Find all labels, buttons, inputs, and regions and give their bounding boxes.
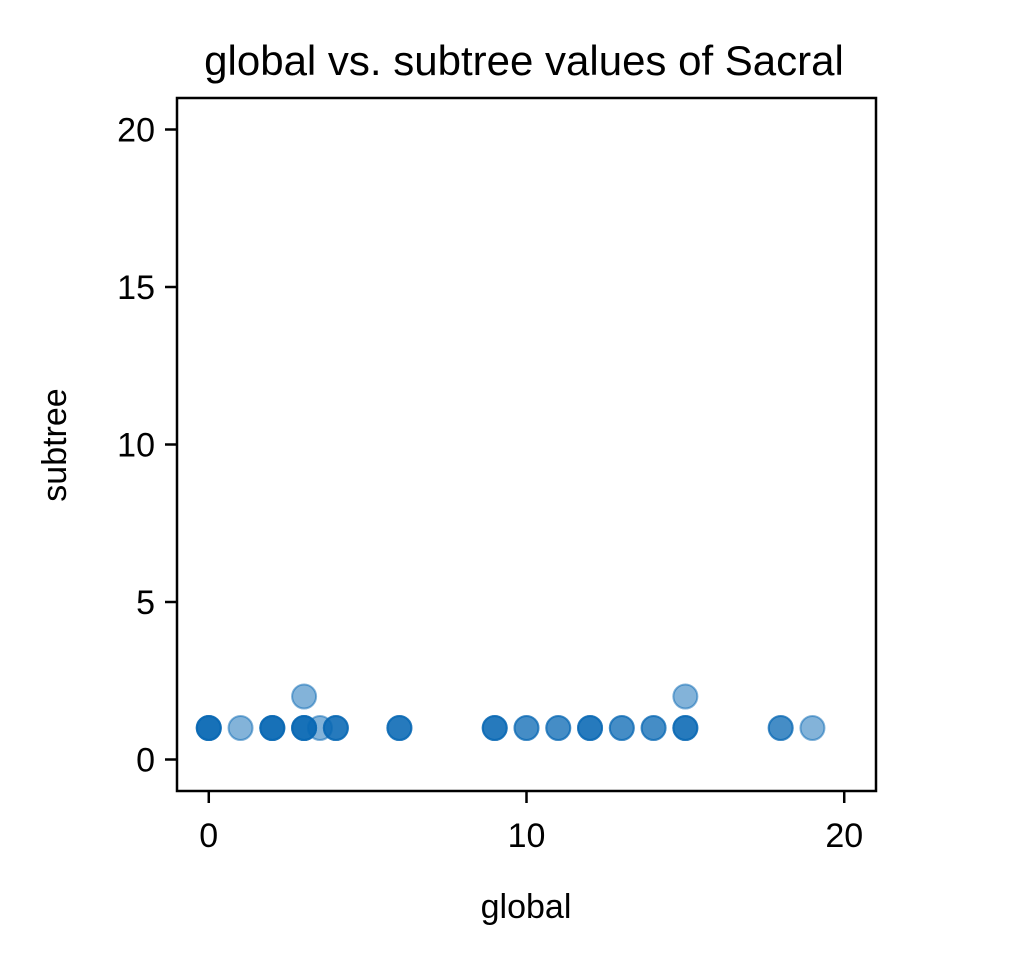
scatter-point (577, 715, 604, 741)
y-axis: 0 5 10 15 20 (117, 112, 177, 780)
scatter-point (513, 715, 540, 741)
scatter-point (195, 715, 222, 741)
scatter-point (259, 715, 286, 741)
scatter-point (291, 683, 318, 710)
y-axis-label: subtree (36, 388, 74, 501)
x-tick-label: 20 (825, 817, 863, 855)
chart-title: global vs. subtree values of Sacral (204, 37, 844, 84)
scatter-point (545, 715, 572, 741)
scatter-point (608, 715, 635, 741)
x-tick-label: 0 (199, 817, 218, 855)
y-tick-label: 15 (117, 269, 155, 307)
scatter-point (322, 715, 349, 741)
scatter-point (386, 715, 413, 741)
y-tick-label: 20 (117, 112, 155, 150)
x-axis-label: global (481, 888, 572, 926)
scatter-point (640, 715, 667, 741)
scatter-point (799, 715, 826, 741)
x-tick-label: 10 (508, 817, 546, 855)
x-axis: 0 10 20 (199, 791, 863, 855)
scatter-point (227, 715, 254, 741)
y-tick-label: 5 (136, 584, 155, 622)
scatter-point (481, 715, 508, 741)
scatter-point (672, 683, 699, 710)
y-tick-label: 0 (136, 742, 155, 780)
y-tick-label: 10 (117, 427, 155, 465)
scatter-point (767, 715, 794, 741)
plot-area (195, 683, 826, 741)
scatter-point (672, 715, 699, 741)
plot-frame (175, 96, 878, 793)
